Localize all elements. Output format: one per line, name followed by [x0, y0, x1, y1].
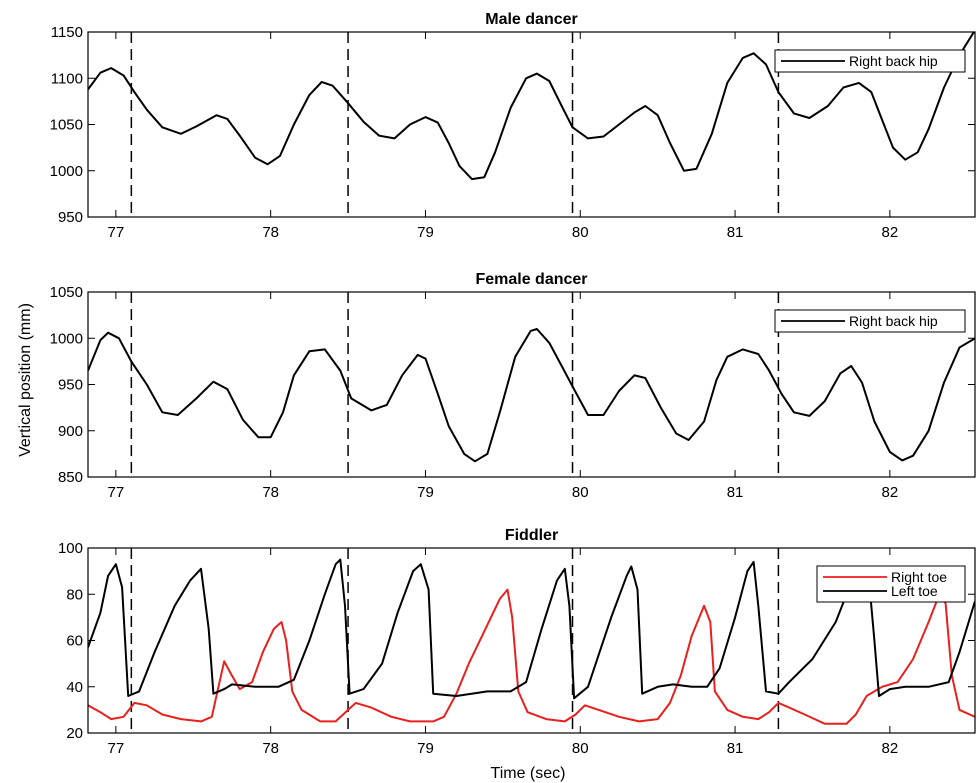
y-tick-label: 1000 [50, 330, 83, 347]
y-tick-label: 900 [58, 423, 83, 440]
x-tick-label: 79 [417, 740, 434, 757]
series-line-right-back-hip [88, 328, 975, 463]
legend: Right back hip [774, 309, 966, 333]
chart-title: Female dancer [475, 271, 587, 288]
x-tick-label: 77 [108, 484, 125, 501]
legend: Right back hip [774, 49, 966, 73]
x-tick-label: 78 [262, 484, 279, 501]
series-line-right-back-hip [88, 32, 975, 181]
y-tick-label: 950 [58, 209, 83, 226]
y-tick-label: 1050 [50, 284, 83, 301]
legend-box [774, 49, 966, 73]
y-axis-label: Vertical position (mm) [17, 303, 34, 457]
y-tick-label: 60 [66, 633, 83, 650]
x-tick-label: 81 [727, 224, 744, 241]
y-tick-label: 850 [58, 469, 83, 486]
x-tick-label: 81 [727, 740, 744, 757]
x-tick-label: 80 [572, 484, 589, 501]
y-tick-label: 1000 [50, 163, 83, 180]
y-tick-label: 1050 [50, 117, 83, 134]
y-tick-label: 950 [58, 377, 83, 394]
y-tick-label: 1100 [51, 70, 83, 87]
x-tick-label: 80 [572, 740, 589, 757]
series-line-left-toe [88, 558, 975, 700]
x-tick-label: 82 [882, 484, 899, 501]
legend-box [816, 565, 966, 603]
x-tick-label: 81 [727, 484, 744, 501]
x-tick-label: 77 [108, 740, 125, 757]
x-tick-label: 79 [417, 224, 434, 241]
x-tick-label: 78 [262, 224, 279, 241]
x-tick-label: 82 [882, 740, 899, 757]
y-tick-label: 80 [66, 586, 83, 603]
chart-title: Male dancer [485, 11, 577, 28]
y-tick-label: 100 [58, 540, 83, 557]
legend-box [774, 309, 966, 333]
x-tick-label: 78 [262, 740, 279, 757]
x-tick-label: 77 [108, 224, 125, 241]
x-tick-label: 80 [572, 224, 589, 241]
y-tick-label: 40 [66, 679, 83, 696]
y-tick-label: 20 [66, 725, 83, 742]
chart-title: Fiddler [505, 527, 558, 544]
series-line-right-toe [88, 588, 975, 725]
panel-fiddler: Fiddler 77 78 79 80 81 82 20 40 60 80 100 Right toeL… [58, 527, 976, 757]
legend-label: Left toe [891, 583, 938, 599]
x-tick-label: 79 [417, 484, 434, 501]
panel-male-dancer: Male dancer 77 78 79 80 81 82 950 1000 1050 1100 11… [50, 11, 976, 241]
panel-female-dancer: Female dancer 77 78 79 80 81 82 850 900 950 1000 10… [50, 271, 976, 501]
legend-label: Right back hip [849, 53, 938, 69]
x-tick-label: 82 [882, 224, 899, 241]
legend-label: Right back hip [849, 313, 938, 329]
legend-label: Right toe [891, 569, 947, 585]
x-axis-label: Time (sec) [491, 765, 566, 782]
y-tick-label: 1150 [51, 24, 83, 41]
